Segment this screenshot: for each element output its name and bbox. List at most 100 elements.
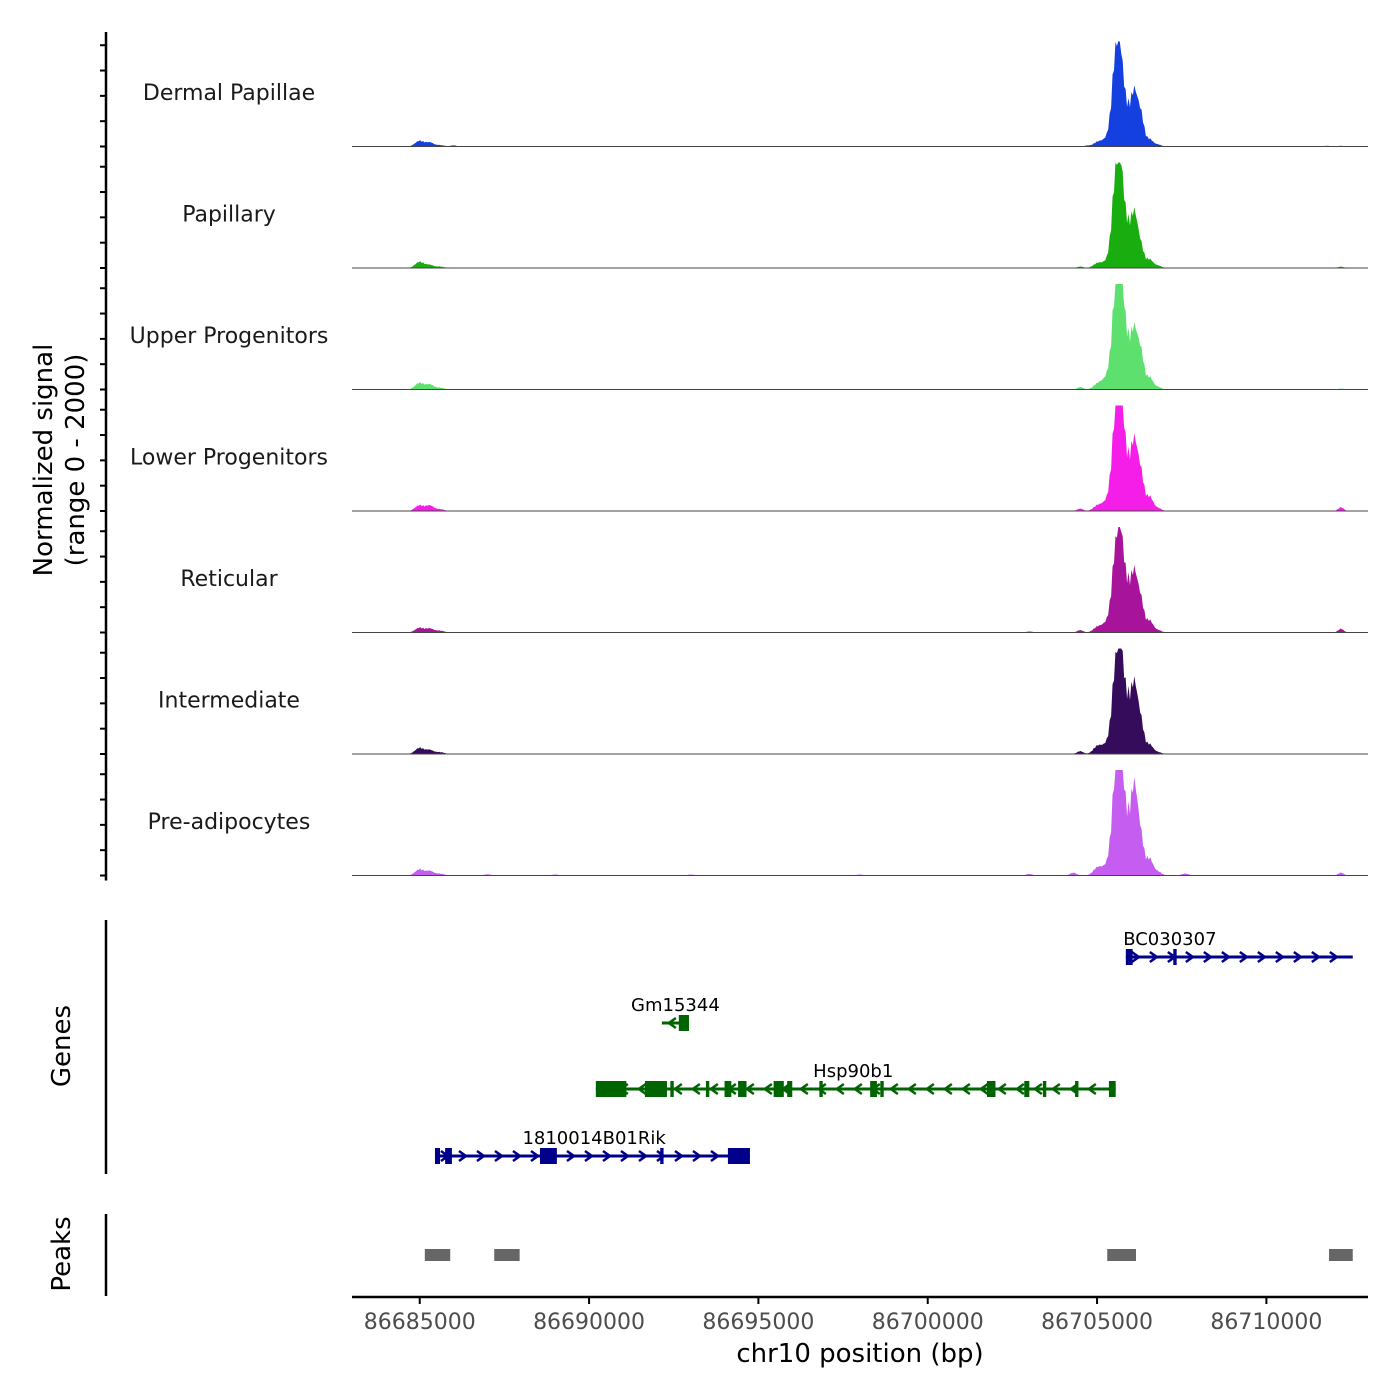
exon-block	[670, 1081, 674, 1097]
track-papillary: Papillary	[100, 162, 1368, 269]
strand-arrow	[1050, 1082, 1061, 1096]
strand-arrow	[458, 1149, 469, 1163]
exon-block	[880, 1081, 884, 1097]
strand-arrow	[708, 1082, 719, 1096]
x-axis: 86685000 86690000 86695000 86700000 86705000…	[352, 1295, 1368, 1335]
exon-block	[819, 1081, 823, 1097]
strand-arrow	[1257, 950, 1268, 964]
signal-area	[352, 527, 1368, 633]
exon-block	[1108, 1081, 1116, 1097]
exon-block	[434, 1148, 441, 1164]
strand-arrow	[816, 1082, 827, 1096]
strand-arrow	[1086, 1082, 1097, 1096]
strand-arrow	[584, 1149, 595, 1163]
gene-label: BC030307	[1123, 929, 1216, 950]
exon-block	[1042, 1081, 1047, 1097]
peak-region	[1107, 1249, 1137, 1261]
exon-block	[445, 1148, 452, 1164]
peak-regions	[104, 1214, 1353, 1296]
strand-arrow	[636, 1082, 647, 1096]
y-axis-title: Normalized signal	[29, 344, 59, 577]
strand-arrow	[924, 1082, 935, 1096]
strand-arrow	[494, 1149, 505, 1163]
gene-annotations: BC030307 Gm15344 Hsp90b1 1810014B01Rik	[104, 920, 1353, 1174]
track-dermal-papillae: Dermal Papillae	[100, 41, 1368, 148]
exon-block	[644, 1081, 667, 1097]
strand-arrow	[960, 1082, 971, 1096]
strand-arrow	[798, 1082, 809, 1096]
exon-block	[705, 1081, 710, 1097]
x-tick-label: 86710000	[1210, 1310, 1322, 1335]
track-label: Intermediate	[158, 689, 300, 714]
gene-label: 1810014B01Rik	[522, 1128, 666, 1149]
gene-label: Gm15344	[631, 995, 720, 1016]
strand-arrow	[1032, 1082, 1043, 1096]
exon-block	[1075, 1081, 1079, 1097]
exon-block	[595, 1081, 627, 1097]
strand-arrow	[1239, 950, 1250, 964]
strand-arrow	[656, 1149, 667, 1163]
strand-arrow	[888, 1082, 899, 1096]
gene-hsp90b1: Hsp90b1	[595, 1061, 1116, 1097]
strand-arrow	[834, 1082, 845, 1096]
exon-block	[539, 1148, 557, 1164]
strand-arrow	[1275, 950, 1286, 964]
signal-area	[352, 405, 1368, 511]
exon-block	[1125, 949, 1133, 965]
strand-arrow	[566, 1149, 577, 1163]
strand-arrow	[1221, 950, 1232, 964]
exon-block	[727, 1148, 750, 1164]
track-reticular: Reticular	[100, 527, 1368, 634]
x-axis-title: chr10 position (bp)	[736, 1339, 983, 1369]
strand-arrow	[1293, 950, 1304, 964]
strand-arrow	[710, 1149, 721, 1163]
strand-arrow	[996, 1082, 1007, 1096]
track-pre-adipocytes: Pre-adipocytes	[100, 770, 1368, 877]
strand-arrow	[942, 1082, 953, 1096]
exon-block	[724, 1081, 732, 1097]
strand-arrow	[1311, 950, 1322, 964]
x-tick-label: 86685000	[364, 1310, 476, 1335]
gene-bc030307: BC030307	[1123, 929, 1353, 965]
strand-arrow	[744, 1082, 755, 1096]
peak-region	[1329, 1249, 1353, 1261]
peak-region	[424, 1249, 451, 1261]
gene-label: Hsp90b1	[813, 1061, 893, 1082]
strand-arrow	[690, 1082, 701, 1096]
peaks-panel-title: Peaks	[47, 1216, 77, 1291]
exon-block	[787, 1081, 793, 1097]
strand-arrow	[852, 1082, 863, 1096]
track-label: Reticular	[180, 567, 278, 592]
track-label: Lower Progenitors	[130, 446, 328, 471]
strand-arrow	[692, 1149, 703, 1163]
exon-block	[678, 1015, 689, 1031]
strand-arrow	[620, 1149, 631, 1163]
strand-arrow	[1014, 1082, 1025, 1096]
exon-block	[660, 1148, 664, 1164]
strand-arrow	[638, 1149, 649, 1163]
track-label: Pre-adipocytes	[148, 810, 311, 835]
track-intermediate: Intermediate	[100, 648, 1368, 755]
strand-arrow	[476, 1149, 487, 1163]
strand-arrow	[762, 1082, 773, 1096]
x-tick-label: 86705000	[1041, 1310, 1153, 1335]
gene-gm15344: Gm15344	[631, 995, 720, 1031]
strand-arrow	[674, 1149, 685, 1163]
exon-block	[987, 1081, 996, 1097]
signal-area	[352, 770, 1368, 876]
strand-arrow	[1131, 950, 1142, 964]
signal-area	[352, 284, 1368, 390]
strand-arrow	[1185, 950, 1196, 964]
strand-arrow	[978, 1082, 989, 1096]
strand-arrow	[1203, 950, 1214, 964]
gene-1810014b01rik: 1810014B01Rik	[434, 1128, 750, 1164]
track-upper-progenitors: Upper Progenitors	[100, 284, 1368, 391]
x-tick-label: 86690000	[533, 1310, 645, 1335]
strand-arrow	[666, 1016, 677, 1030]
strand-arrow	[602, 1149, 613, 1163]
track-label: Upper Progenitors	[130, 324, 329, 349]
track-label: Papillary	[182, 203, 276, 228]
signal-area	[352, 648, 1368, 754]
